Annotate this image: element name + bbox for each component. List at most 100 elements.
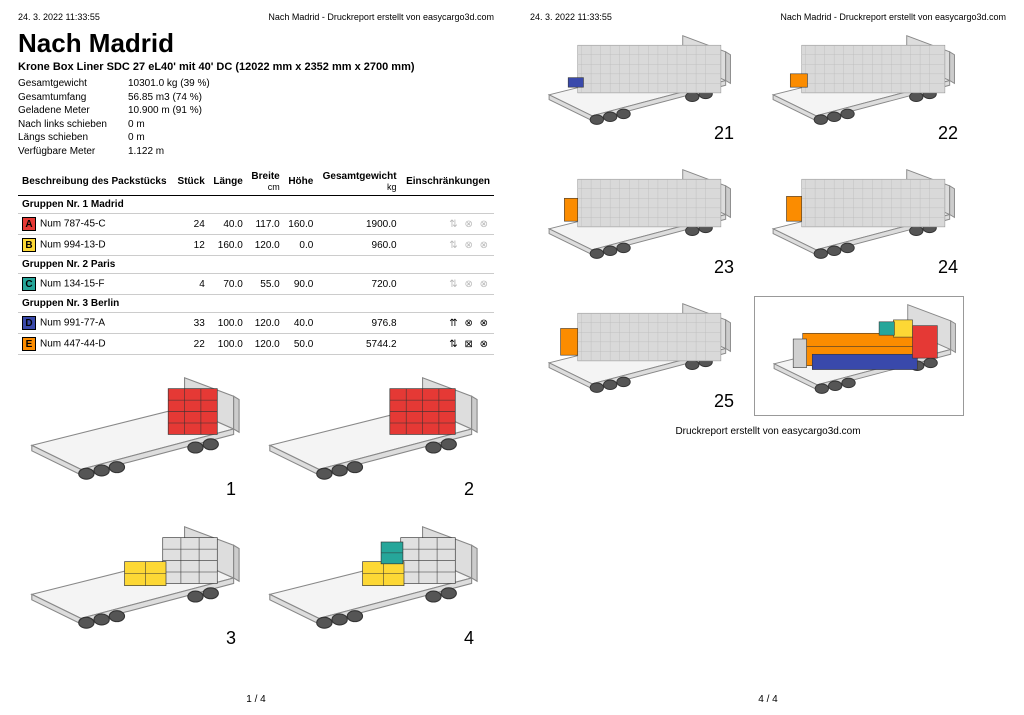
stat-value: 1.122 m (128, 146, 164, 157)
truck-icon (18, 518, 242, 638)
row-wt: 720.0 (317, 274, 400, 295)
page-header: 24. 3. 2022 11:33:55 Nach Madrid - Druck… (18, 12, 494, 22)
swatch: B (22, 238, 36, 252)
row-wt: 5744.2 (317, 334, 400, 355)
truck-step: 3 (18, 518, 242, 653)
row-wid: 55.0 (247, 274, 284, 295)
row-name: BNum 994-13-D (18, 235, 173, 256)
stat-label: Längs schieben (18, 131, 128, 145)
row-wt: 1900.0 (317, 214, 400, 235)
credit: Druckreport erstellt von easycargo3d.com (530, 426, 1006, 437)
swatch: A (22, 217, 36, 231)
col-hei: Höhe (284, 168, 318, 196)
row-hei: 0.0 (284, 235, 318, 256)
stat-label: Verfügbare Meter (18, 145, 128, 159)
stat-label: Geladene Meter (18, 104, 128, 118)
row-qty: 12 (173, 235, 209, 256)
row-restrictions-icon: ⇅ ⊗ ⊗ (401, 274, 494, 295)
stat-label: Gesamtgewicht (18, 77, 128, 91)
group-title: Gruppen Nr. 1 Madrid (18, 196, 494, 214)
header-source: Nach Madrid - Druckreport erstellt von e… (780, 12, 1006, 22)
timestamp: 24. 3. 2022 11:33:55 (530, 12, 612, 22)
stat-label: Gesamtumfang (18, 91, 128, 105)
row-len: 70.0 (209, 274, 247, 295)
stat-label: Nach links schieben (18, 118, 128, 132)
step-number: 24 (938, 257, 958, 278)
row-restrictions-icon: ⇅ ⊠ ⊗ (401, 334, 494, 355)
row-wid: 117.0 (247, 214, 284, 235)
col-wt: Gesamtgewichtkg (317, 168, 400, 196)
swatch: E (22, 337, 36, 351)
truck-step: 1 (18, 369, 242, 504)
timestamp: 24. 3. 2022 11:33:55 (18, 12, 100, 22)
page-footer: 1 / 4 (0, 694, 512, 705)
row-hei: 50.0 (284, 334, 318, 355)
truck-icon (256, 518, 480, 638)
step-number: 4 (464, 628, 474, 649)
step-number: 3 (226, 628, 236, 649)
row-name: DNum 991-77-A (18, 313, 173, 334)
step-number: 21 (714, 123, 734, 144)
row-hei: 90.0 (284, 274, 318, 295)
pack-table: Beschreibung des Packstücks Stück Länge … (18, 168, 494, 355)
truck-icon (18, 369, 242, 489)
truck-icon (530, 162, 740, 267)
truck-step: 22 (754, 28, 964, 148)
row-name: CNum 134-15-F (18, 274, 173, 295)
row-hei: 40.0 (284, 313, 318, 334)
col-qty: Stück (173, 168, 209, 196)
row-wt: 976.8 (317, 313, 400, 334)
truck-icon (256, 369, 480, 489)
page-header: 24. 3. 2022 11:33:55 Nach Madrid - Druck… (530, 12, 1006, 22)
row-len: 100.0 (209, 313, 247, 334)
row-qty: 24 (173, 214, 209, 235)
row-wt: 960.0 (317, 235, 400, 256)
page-footer: 4 / 4 (512, 694, 1024, 705)
row-wid: 120.0 (247, 235, 284, 256)
row-len: 100.0 (209, 334, 247, 355)
truck-step: 24 (754, 162, 964, 282)
step-number: 22 (938, 123, 958, 144)
truck-icon (754, 162, 964, 267)
group-title: Gruppen Nr. 2 Paris (18, 256, 494, 274)
col-wid: Breitecm (247, 168, 284, 196)
stat-value: 56.85 m3 (74 %) (128, 92, 202, 103)
truck-step: 23 (530, 162, 740, 282)
col-len: Länge (209, 168, 247, 196)
page-right: 24. 3. 2022 11:33:55 Nach Madrid - Druck… (512, 0, 1024, 715)
row-hei: 160.0 (284, 214, 318, 235)
step-number: 23 (714, 257, 734, 278)
row-restrictions-icon: ⇅ ⊗ ⊗ (401, 235, 494, 256)
row-wid: 120.0 (247, 334, 284, 355)
header-source: Nach Madrid - Druckreport erstellt von e… (268, 12, 494, 22)
truck-icon (754, 28, 964, 133)
truck-icon (530, 28, 740, 133)
truck-step: 4 (256, 518, 480, 653)
truck-final (754, 296, 964, 416)
swatch: C (22, 277, 36, 291)
stat-value: 10.900 m (91 %) (128, 105, 202, 116)
row-qty: 4 (173, 274, 209, 295)
truck-step: 25 (530, 296, 740, 416)
row-len: 160.0 (209, 235, 247, 256)
row-qty: 33 (173, 313, 209, 334)
truck-icon (530, 296, 740, 401)
group-title: Gruppen Nr. 3 Berlin (18, 295, 494, 313)
col-restr: Einschränkungen (401, 168, 494, 196)
row-restrictions-icon: ⇅ ⊗ ⊗ (401, 214, 494, 235)
row-qty: 22 (173, 334, 209, 355)
stat-value: 0 m (128, 132, 145, 143)
col-desc: Beschreibung des Packstücks (18, 168, 173, 196)
step-number: 2 (464, 479, 474, 500)
truck-step: 2 (256, 369, 480, 504)
row-name: ENum 447-44-D (18, 334, 173, 355)
truck-grid-left: 1 2 3 4 (18, 369, 494, 653)
stats-block: Gesamtgewicht10301.0 kg (39 %) Gesamtumf… (18, 77, 494, 158)
row-len: 40.0 (209, 214, 247, 235)
truck-icon (755, 297, 965, 402)
truck-step: 21 (530, 28, 740, 148)
stat-value: 10301.0 kg (39 %) (128, 78, 210, 89)
subtitle: Krone Box Liner SDC 27 eL40' mit 40' DC … (18, 61, 494, 73)
stat-value: 0 m (128, 119, 145, 130)
row-restrictions-icon: ⇈ ⊗ ⊗ (401, 313, 494, 334)
